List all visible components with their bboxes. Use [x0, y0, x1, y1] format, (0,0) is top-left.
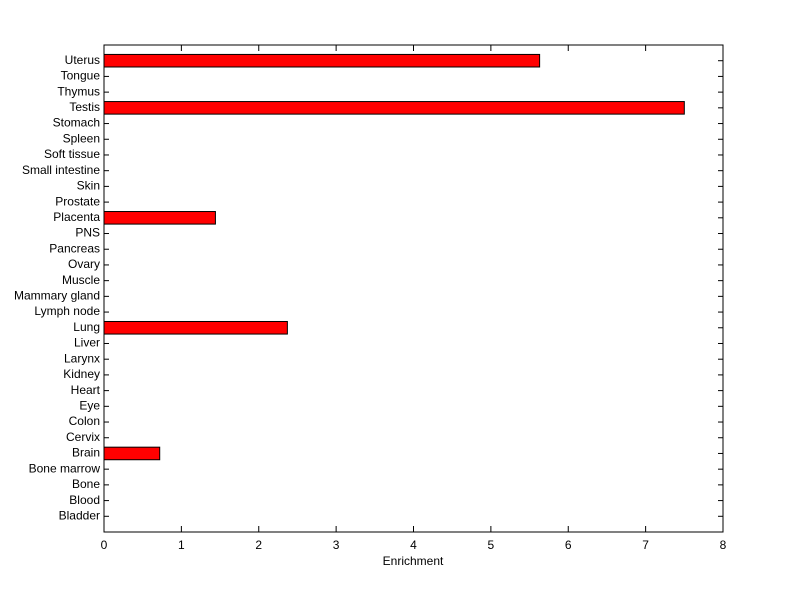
x-tick-label: 2 [255, 538, 262, 552]
x-axis-label: Enrichment [383, 554, 444, 568]
bar [103, 320, 288, 335]
x-tick-label: 6 [565, 538, 572, 552]
y-tick-label: Bone [72, 477, 100, 491]
x-tick-label: 5 [488, 538, 495, 552]
y-tick-label: Cervix [66, 430, 100, 444]
y-tick-label: Bone marrow [29, 461, 101, 475]
y-tick-label: Placenta [53, 210, 100, 224]
y-tick-label: Eye [79, 398, 100, 412]
y-tick-label: Brain [72, 446, 100, 460]
plot-frame [103, 44, 724, 533]
y-tick-label: Colon [69, 414, 100, 428]
bar [103, 446, 161, 461]
y-tick-label: Blood [69, 493, 100, 507]
y-tick-label: Uterus [65, 53, 100, 67]
y-tick-label: Larynx [64, 351, 100, 365]
x-tick-label: 3 [333, 538, 340, 552]
x-tick-label: 4 [410, 538, 417, 552]
bar [103, 53, 541, 68]
bar [103, 101, 685, 115]
x-tick-label: 7 [642, 538, 649, 552]
bar [103, 211, 216, 225]
y-tick-label: Bladder [59, 508, 100, 522]
y-tick-label: Mammary gland [14, 289, 100, 303]
y-tick-label: Liver [74, 336, 100, 350]
y-tick-label: Ovary [68, 257, 100, 271]
y-tick-label: Tongue [61, 69, 101, 83]
y-tick-label: Muscle [62, 273, 100, 287]
x-tick-label: 0 [101, 538, 108, 552]
y-tick-label: Spleen [63, 131, 100, 145]
y-tick-label: Heart [71, 383, 101, 397]
y-tick-label: Stomach [53, 116, 100, 130]
y-tick-label: PNS [75, 226, 100, 240]
y-tick-label: Kidney [63, 367, 100, 381]
y-tick-label: Prostate [55, 194, 100, 208]
y-tick-label: Lymph node [34, 304, 100, 318]
y-tick-label: Skin [77, 179, 100, 193]
y-tick-label: Soft tissue [44, 147, 100, 161]
y-tick-label: Testis [69, 100, 100, 114]
y-tick-label: Thymus [57, 84, 100, 98]
x-tick-label: 8 [720, 538, 727, 552]
y-tick-label: Pancreas [49, 241, 100, 255]
y-tick-label: Small intestine [22, 163, 100, 177]
x-tick-label: 1 [178, 538, 185, 552]
y-tick-label: Lung [73, 320, 100, 334]
